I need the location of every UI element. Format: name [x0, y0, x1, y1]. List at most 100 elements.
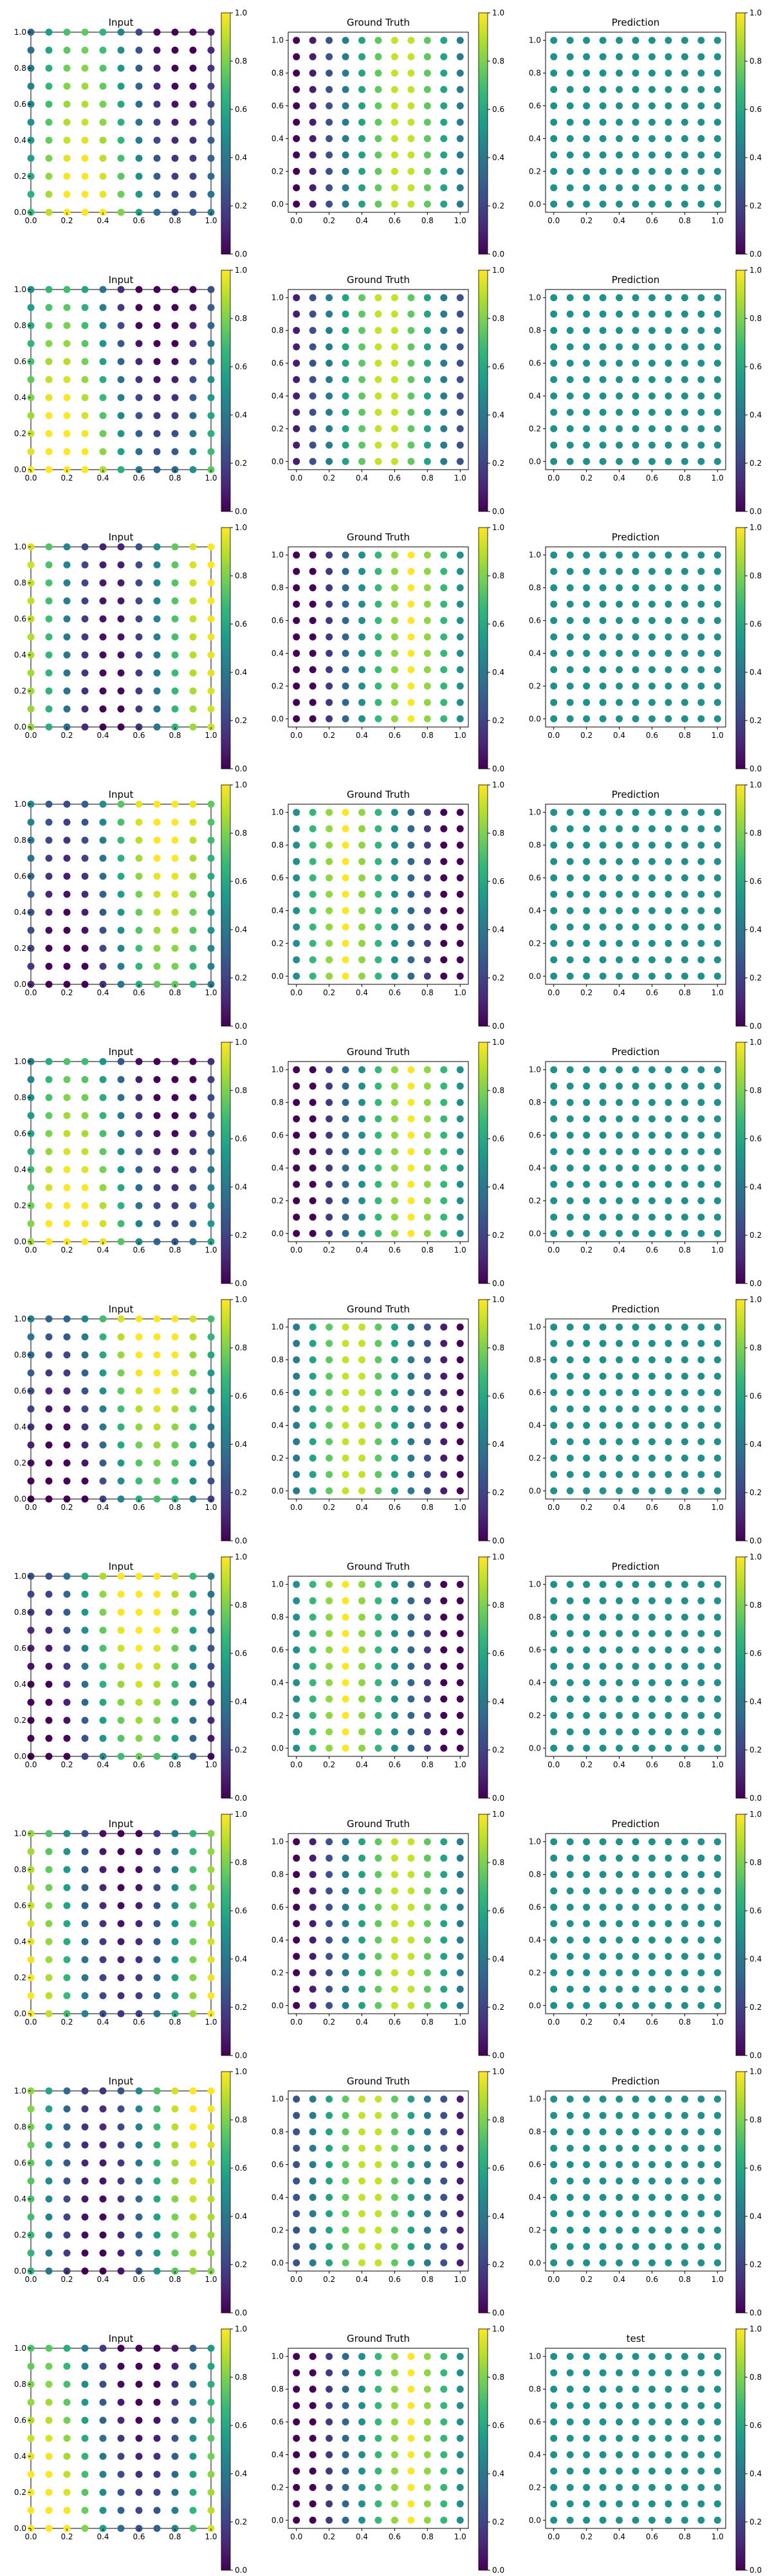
data-point [665, 37, 672, 44]
data-point [648, 2243, 656, 2250]
colorbar-tick-label: 0.6 [749, 1906, 762, 1915]
data-point [407, 1356, 415, 1364]
data-point [63, 2344, 71, 2352]
data-point [583, 2434, 591, 2442]
colorbar-tick-label: 0.8 [235, 1601, 247, 1610]
data-point [456, 1197, 464, 1204]
data-point [342, 1744, 349, 1752]
data-point [293, 1920, 300, 1927]
x-tick-label: 0.0 [547, 2275, 560, 2284]
data-point [45, 854, 53, 862]
colorbar-tick-label: 0.2 [749, 2517, 762, 2526]
data-point [293, 2259, 300, 2267]
data-point [599, 1438, 607, 1446]
data-point [391, 923, 398, 931]
data-point [135, 1315, 143, 1323]
data-point [309, 2226, 317, 2234]
colorbar-tick-label: 0.0 [492, 764, 504, 773]
data-point [117, 1734, 125, 1742]
data-point [171, 2489, 179, 2496]
data-point [207, 286, 215, 293]
data-point [326, 906, 333, 914]
data-point [440, 1871, 448, 1879]
data-point [171, 687, 179, 695]
data-point [63, 1902, 71, 1909]
colorbar [478, 2071, 488, 2314]
colorbar [478, 784, 488, 1027]
data-point [440, 360, 448, 367]
data-point [358, 890, 366, 898]
y-tick-label: 0.6 [271, 874, 284, 883]
data-point [45, 2434, 53, 2442]
data-point [189, 597, 197, 605]
data-point [117, 980, 125, 988]
data-point [342, 457, 349, 465]
data-point [189, 358, 197, 365]
data-point [616, 874, 623, 882]
data-point [309, 392, 317, 400]
data-point [583, 858, 591, 865]
colorbar-tick-label: 0.6 [235, 2421, 247, 2430]
data-point [583, 1148, 591, 1155]
x-tick-label: 0.6 [133, 1246, 145, 1255]
data-point [135, 687, 143, 695]
colorbar-tick-label: 0.6 [749, 1649, 762, 1658]
data-point [293, 167, 300, 175]
data-point [358, 1871, 366, 1879]
data-point [135, 2344, 143, 2352]
data-point [117, 448, 125, 455]
data-point [326, 939, 333, 947]
data-point [616, 1662, 623, 1670]
data-point [99, 286, 107, 293]
data-point [207, 1830, 215, 1837]
data-point [391, 699, 398, 706]
data-point [293, 1597, 300, 1605]
data-point [293, 2161, 300, 2169]
data-point [171, 1902, 179, 1909]
data-point [391, 134, 398, 142]
data-point [697, 86, 705, 93]
data-point [99, 1716, 107, 1724]
data-point [171, 2362, 179, 2370]
data-point [566, 53, 574, 60]
data-point [45, 2087, 53, 2095]
data-point [45, 633, 53, 641]
colorbar-tick-label: 0.6 [235, 2164, 247, 2173]
data-point [599, 2243, 607, 2250]
data-point [189, 1094, 197, 1101]
data-point [153, 651, 161, 659]
data-point [391, 102, 398, 110]
data-point [117, 1992, 125, 2000]
x-tick-label: 0.8 [679, 1246, 691, 1255]
y-tick-label: 0.8 [271, 1613, 284, 1622]
x-tick-label: 1.0 [205, 2018, 217, 2027]
data-point [599, 617, 607, 625]
data-point [697, 1969, 705, 1976]
data-point [207, 1902, 215, 1909]
data-point [407, 1597, 415, 1605]
data-point [63, 1848, 71, 1855]
data-point [616, 2161, 623, 2169]
data-point [45, 340, 53, 347]
scatter-points [293, 37, 464, 208]
data-point [171, 118, 179, 126]
data-point [342, 972, 349, 980]
data-point [81, 2489, 89, 2496]
data-point [550, 425, 558, 432]
x-tick-label: 1.0 [454, 474, 466, 483]
data-point [81, 723, 89, 731]
data-point [566, 699, 574, 706]
colorbar-tick-label: 0.4 [235, 925, 247, 934]
data-point [358, 2259, 366, 2267]
colorbar-tick-label: 0.6 [235, 1392, 247, 1401]
data-point [456, 102, 464, 110]
data-point [374, 567, 382, 575]
data-point [583, 2418, 591, 2426]
data-point [665, 1985, 672, 1993]
x-tick-label: 0.2 [60, 216, 73, 225]
data-point [153, 705, 161, 713]
data-point [81, 1184, 89, 1191]
data-point [45, 1716, 53, 1724]
